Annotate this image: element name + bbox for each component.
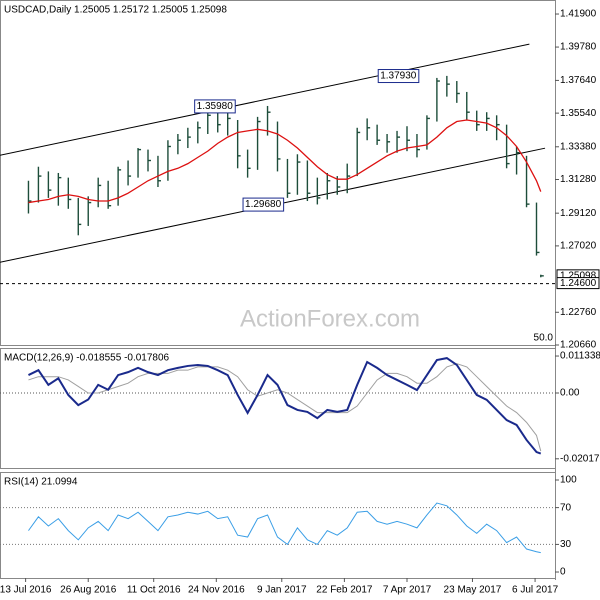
macd-line bbox=[28, 363, 542, 452]
watermark: ActionForex.com bbox=[240, 305, 420, 332]
price-box-label: 1.25098 bbox=[560, 270, 597, 281]
y-tick-label: 1.41900 bbox=[560, 9, 597, 20]
y-tick-label: 1.37640 bbox=[560, 75, 597, 86]
annotation-box bbox=[242, 197, 285, 212]
y-tick-label: 1.29120 bbox=[560, 208, 597, 219]
y-tick-label: 1.20660 bbox=[560, 340, 597, 351]
price-box-label: 1.24600 bbox=[560, 278, 597, 289]
y-tick-label: 1.31280 bbox=[560, 174, 597, 185]
x-tick-label: 7 Apr 2017 bbox=[383, 585, 432, 596]
rsi-line bbox=[28, 502, 541, 554]
annotation-box bbox=[377, 69, 420, 84]
y-tick-label: -0.020179 bbox=[560, 453, 600, 464]
y-tick-label: 1.33380 bbox=[560, 141, 597, 152]
macd-line bbox=[28, 357, 542, 455]
moving-average bbox=[28, 119, 542, 204]
y-tick-label: 100 bbox=[560, 475, 577, 486]
annotation-label: 1.37930 bbox=[380, 71, 417, 82]
y-tick-label: 1.39780 bbox=[560, 42, 597, 53]
annotation-label: 1.29680 bbox=[245, 199, 282, 210]
x-tick-label: 26 Aug 2016 bbox=[60, 585, 117, 596]
panel-title: MACD(12,26,9) -0.018555 -0.017806 bbox=[4, 353, 170, 364]
y-tick-label: 0.011338 bbox=[560, 351, 600, 362]
x-tick-label: 23 May 2017 bbox=[444, 585, 502, 596]
x-tick-label: 13 Jul 2016 bbox=[0, 585, 52, 596]
annotation-label: 1.35980 bbox=[197, 101, 234, 112]
annotation: 1.37930 bbox=[377, 69, 420, 84]
y-tick-label: 1.27020 bbox=[560, 241, 597, 252]
panel-title: USDCAD,Daily 1.25005 1.25172 1.25005 1.2… bbox=[4, 5, 227, 16]
corner-note: 50.0 bbox=[534, 333, 554, 344]
annotation-box bbox=[194, 99, 236, 114]
x-tick-label: 24 Nov 2016 bbox=[188, 585, 245, 596]
y-tick-label: 70 bbox=[560, 502, 572, 513]
y-tick-label: 0.00 bbox=[560, 388, 580, 399]
annotation: 1.29680 bbox=[242, 197, 285, 212]
y-tick-label: 0 bbox=[560, 567, 566, 578]
annotation: 1.35980 bbox=[194, 99, 236, 114]
y-tick-label: 30 bbox=[560, 539, 572, 550]
channel-line bbox=[0, 43, 530, 156]
price-box bbox=[556, 277, 600, 290]
panel-title: RSI(14) 21.0994 bbox=[4, 477, 78, 488]
x-tick-label: 22 Feb 2017 bbox=[316, 585, 373, 596]
y-tick-label: 1.22760 bbox=[560, 307, 597, 318]
y-tick-label: 1.35540 bbox=[560, 108, 597, 119]
x-tick-label: 6 Jul 2017 bbox=[512, 585, 559, 596]
x-tick-label: 9 Jan 2017 bbox=[257, 585, 307, 596]
x-tick-label: 11 Oct 2016 bbox=[127, 585, 181, 596]
